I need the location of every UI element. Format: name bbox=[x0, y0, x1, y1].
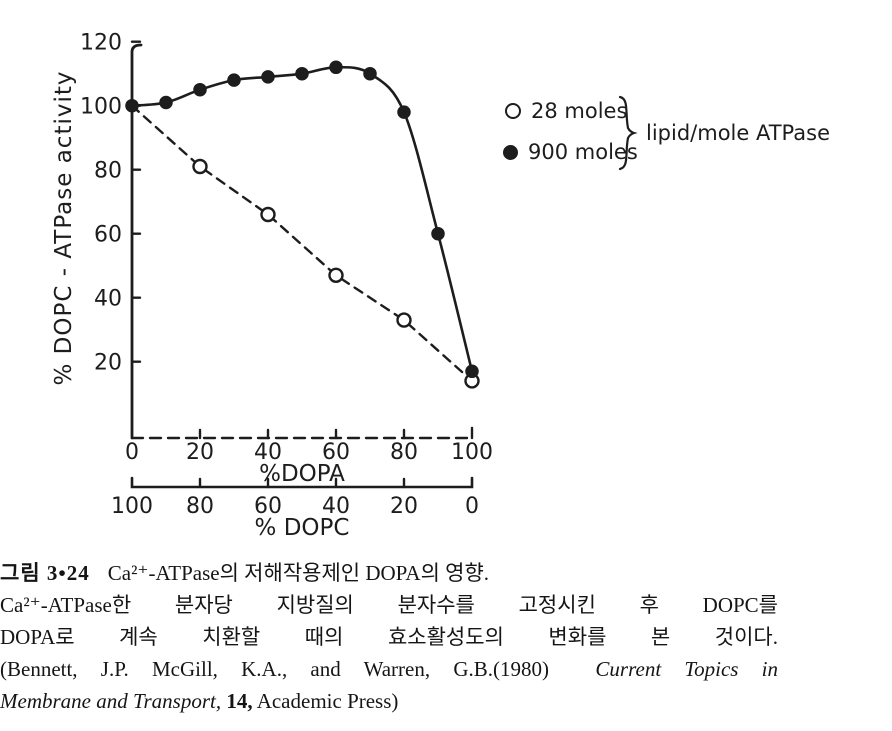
series-900-point bbox=[261, 70, 275, 84]
y-tick-label: 100 bbox=[80, 95, 122, 120]
series-900-point bbox=[431, 226, 445, 241]
caption-line-3: DOPA로 계속 치환할 때의 효소활성도의 변화를 본 것이다. bbox=[0, 625, 778, 649]
series-900-line bbox=[130, 65, 474, 373]
reference-authors: (Bennett, J.P. McGill, K.A., and Warren,… bbox=[0, 657, 596, 681]
dopc-axis-title: % DOPC bbox=[254, 515, 350, 541]
reference-journal-part1: Current Topics in bbox=[595, 657, 778, 681]
dopa-tick-label: 20 bbox=[186, 440, 214, 465]
y-tick-label: 20 bbox=[94, 351, 122, 376]
series-900-point bbox=[465, 364, 479, 379]
dopc-tick-label: 60 bbox=[254, 494, 282, 519]
y-tick-label: 60 bbox=[94, 223, 122, 248]
legend-label-28-moles: 28 moles bbox=[531, 99, 628, 123]
figure-title: Ca²⁺-ATPase의 저해작용제인 DOPA의 영향. bbox=[107, 561, 490, 585]
filled-circle-icon bbox=[503, 144, 518, 160]
series-28-point bbox=[328, 267, 344, 283]
dopa-axis-title: %DOPA bbox=[259, 461, 345, 487]
series-28-point bbox=[192, 158, 208, 175]
caption-title-line: 그림 3•24 Ca²⁺-ATPase의 저해작용제인 DOPA의 영향. bbox=[0, 557, 892, 589]
dopc-tick-label: 20 bbox=[390, 494, 418, 519]
legend-label-900-moles: 900 moles bbox=[528, 140, 638, 164]
reference-journal-part2: Membrane and Transport, bbox=[0, 689, 222, 713]
dopa-tick-label: 60 bbox=[322, 440, 350, 465]
dopc-tick-label: 0 bbox=[465, 494, 479, 519]
series-900-point bbox=[193, 82, 207, 97]
y-axis-line bbox=[130, 43, 143, 440]
dopa-tick-label: 100 bbox=[451, 440, 493, 465]
series-900-point bbox=[159, 95, 173, 110]
reference-publisher: Academic Press) bbox=[252, 689, 399, 713]
series-900-point bbox=[295, 66, 309, 81]
legend-note: lipid/mole ATPase bbox=[646, 121, 830, 145]
series-900-point bbox=[397, 105, 411, 119]
legend-item-28-moles: 28 moles bbox=[505, 99, 627, 123]
figure-number: 그림 3•24 bbox=[0, 561, 90, 585]
caption-line-2: Ca²⁺-ATPase한 분자당 지방질의 분자수를 고정시킨 후 DOPC를 bbox=[0, 593, 778, 617]
legend-item-900-moles: 900 moles bbox=[503, 140, 638, 164]
caption-reference-line-1: (Bennett, J.P. McGill, K.A., and Warren,… bbox=[0, 653, 778, 685]
dopc-tick-label: 40 bbox=[322, 494, 350, 519]
y-tick-label: 80 bbox=[94, 159, 122, 184]
caption-reference-line-2: Membrane and Transport, 14, Academic Pre… bbox=[0, 685, 778, 717]
series-900-point bbox=[227, 73, 241, 87]
chart-plot: 20 40 60 80 100 120 0 20 40 60 80 100 100 80 60 40 20 0 bbox=[80, 31, 493, 519]
series-900-point bbox=[363, 66, 377, 81]
figure-caption: 그림 3•24 Ca²⁺-ATPase의 저해작용제인 DOPA의 영향. Ca²… bbox=[0, 557, 892, 717]
y-tick-label: 40 bbox=[94, 287, 122, 312]
dopa-tick-label: 40 bbox=[254, 440, 282, 465]
series-900-point bbox=[329, 60, 343, 75]
chart-area: 20 40 60 80 100 120 0 20 40 60 80 100 100 80 60 40 20 0 %… bbox=[51, 31, 830, 541]
dopc-tick-label: 100 bbox=[111, 494, 153, 519]
open-circle-icon bbox=[505, 103, 521, 119]
y-tick-label: 120 bbox=[80, 31, 122, 56]
series-28-point bbox=[396, 312, 412, 328]
y-axis-title: % DOPC - ATPase activity bbox=[51, 70, 77, 386]
series-28-line bbox=[130, 104, 474, 383]
series-900-point bbox=[125, 98, 139, 113]
series-28-point bbox=[260, 206, 276, 223]
dopc-tick-label: 80 bbox=[186, 494, 214, 519]
legend-brace-icon bbox=[618, 95, 638, 171]
dopa-tick-label: 80 bbox=[390, 440, 418, 465]
dopc-axis-line bbox=[130, 476, 474, 489]
dopa-tick-label: 0 bbox=[125, 440, 139, 465]
reference-volume: 14, bbox=[221, 689, 253, 713]
